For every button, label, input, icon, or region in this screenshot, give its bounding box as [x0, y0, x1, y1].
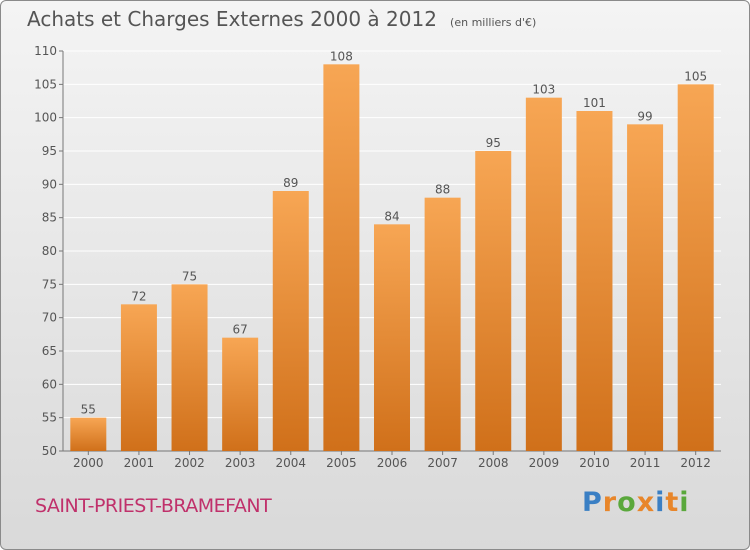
x-tick-label: 2006 — [377, 456, 408, 470]
y-tick-label: 85 — [42, 211, 57, 225]
data-label: 101 — [583, 96, 606, 110]
x-tick-label: 2012 — [680, 456, 711, 470]
data-label: 67 — [233, 323, 248, 337]
data-label: 105 — [684, 69, 707, 83]
bar-2010 — [576, 111, 613, 451]
y-tick-label: 95 — [42, 144, 57, 158]
bar-2001 — [120, 304, 157, 451]
brand-letter: i — [679, 487, 690, 518]
y-tick-label: 80 — [42, 244, 57, 258]
bar-2011 — [627, 124, 664, 451]
data-label: 103 — [532, 83, 555, 97]
x-tick-label: 2002 — [174, 456, 205, 470]
x-tick-label: 2008 — [478, 456, 509, 470]
y-tick-label: 65 — [42, 344, 57, 358]
x-tick-label: 2003 — [225, 456, 256, 470]
brand-letter: P — [582, 487, 603, 518]
chart-title: Achats et Charges Externes 2000 à 2012 — [27, 7, 437, 31]
title-row: Achats et Charges Externes 2000 à 2012 (… — [27, 7, 536, 31]
data-labels: 55 72 75 67 89 108 84 88 95 103 101 99 105 — [81, 49, 707, 416]
bar-2009 — [525, 97, 562, 452]
data-label: 55 — [81, 403, 96, 417]
commune-name: SAINT-PRIEST-BRAMEFANT — [35, 495, 272, 517]
brand-letter: t — [665, 487, 680, 518]
y-tick-label: 55 — [42, 411, 57, 425]
x-tick-label: 2000 — [73, 456, 104, 470]
y-tick-label: 110 — [34, 44, 57, 58]
brand-letter: o — [617, 487, 637, 518]
y-tick-label: 70 — [42, 311, 57, 325]
data-label: 108 — [330, 49, 353, 63]
data-label: 95 — [486, 136, 501, 150]
data-label: 72 — [131, 289, 146, 303]
x-tick-label: 2004 — [275, 456, 306, 470]
data-label: 88 — [435, 183, 450, 197]
brand-letter: x — [636, 487, 656, 518]
bar-2000 — [70, 417, 107, 451]
x-tick-label: 2009 — [529, 456, 560, 470]
bar-2005 — [323, 64, 360, 452]
bar-2008 — [475, 151, 512, 451]
data-label: 99 — [637, 109, 652, 123]
bars — [70, 64, 714, 452]
x-tick-label: 2007 — [427, 456, 458, 470]
chart-subtitle: (en milliers d'€) — [450, 16, 537, 29]
y-tick-label: 90 — [42, 177, 57, 191]
axes: 50 55 60 65 70 75 80 85 90 95 100 105 110 2000 2001 200… — [34, 44, 721, 470]
brand-letter: i — [655, 487, 666, 518]
y-tick-label: 105 — [34, 77, 57, 91]
bar-2002 — [171, 284, 208, 451]
x-tick-label: 2010 — [579, 456, 610, 470]
x-tick-label: 2005 — [326, 456, 357, 470]
y-tick-label: 75 — [42, 277, 57, 291]
bar-2012 — [677, 84, 714, 451]
bar-2007 — [424, 197, 461, 451]
data-label: 75 — [182, 269, 197, 283]
x-tick-label: 2011 — [630, 456, 661, 470]
y-tick-label: 60 — [42, 377, 57, 391]
y-tick-label: 100 — [34, 111, 57, 125]
data-label: 89 — [283, 176, 298, 190]
brand-letter: r — [602, 487, 618, 518]
bar-2003 — [222, 337, 259, 451]
x-tick-label: 2001 — [124, 456, 155, 470]
y-tick-label: 50 — [42, 444, 57, 458]
bar-2006 — [374, 224, 410, 451]
brand-logo: Proxiti — [582, 487, 690, 518]
data-label: 84 — [384, 209, 399, 223]
bar-2004 — [272, 191, 309, 451]
